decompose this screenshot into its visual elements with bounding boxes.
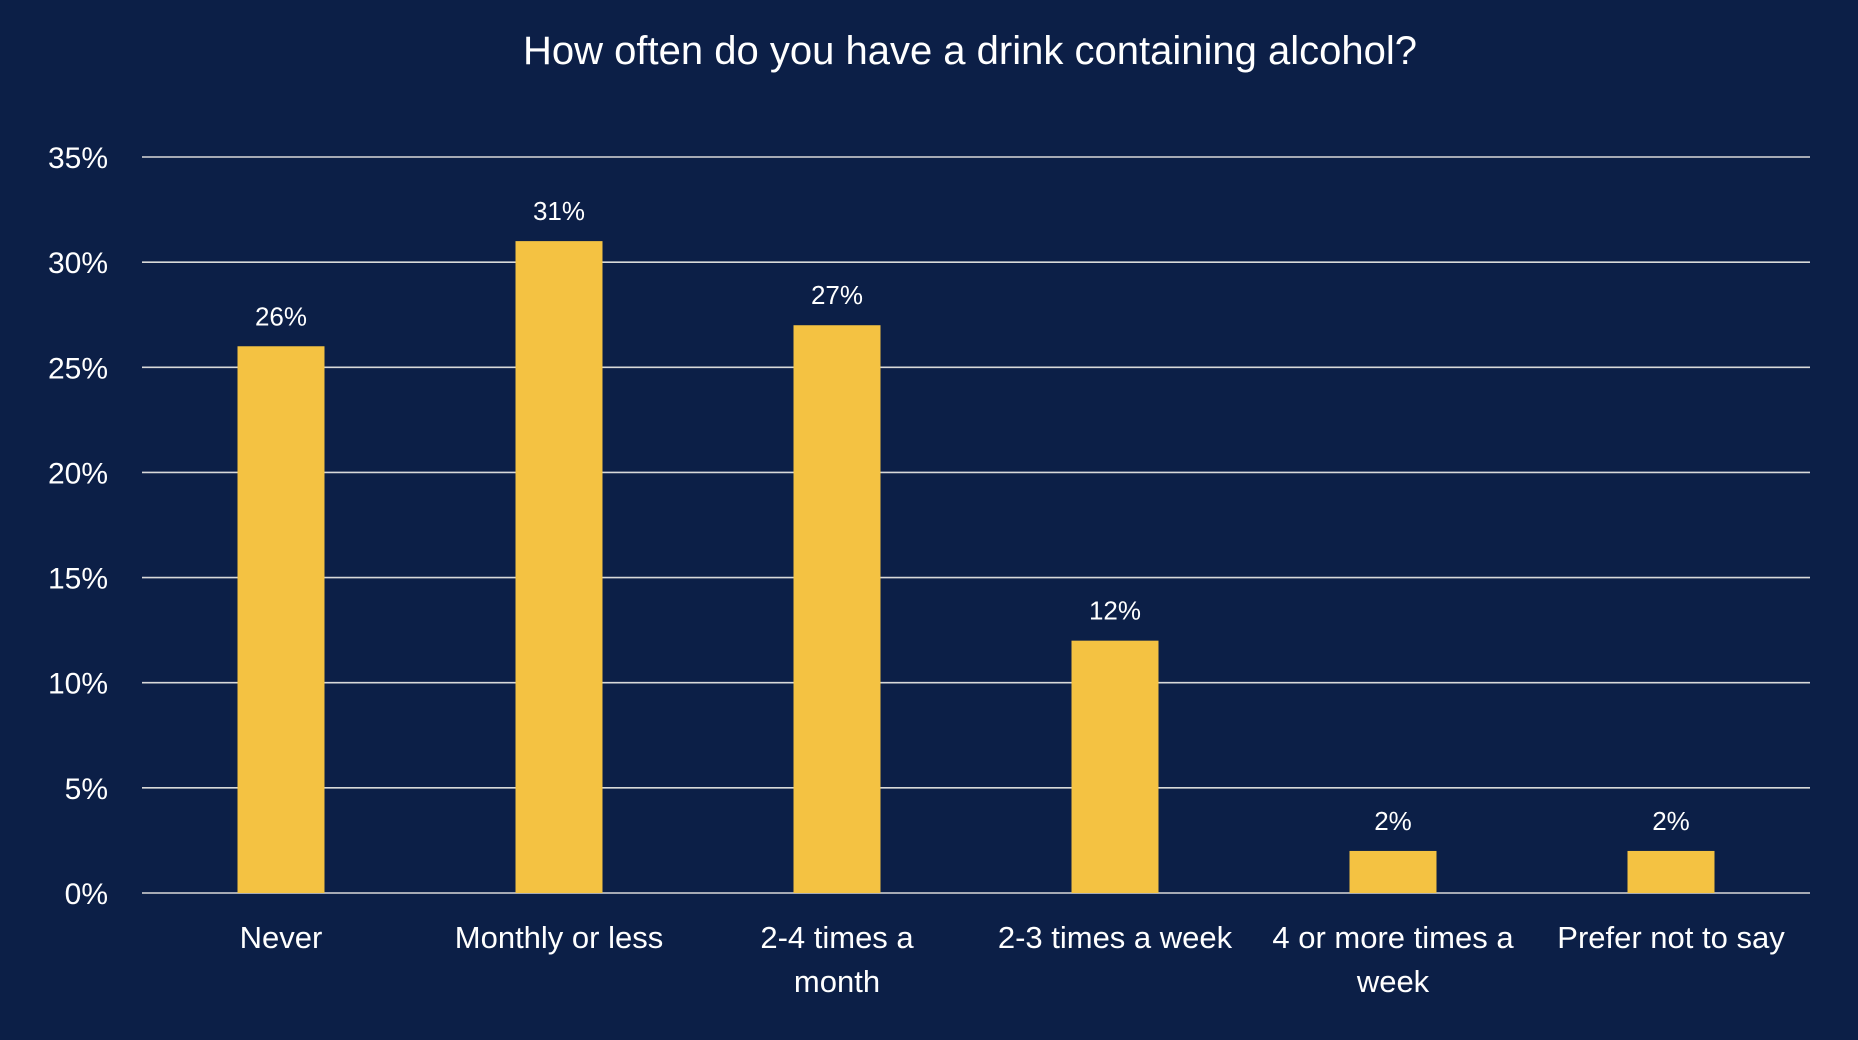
x-tick-label-line: week: [1356, 964, 1430, 999]
y-axis-ticks: 0% 5% 10% 15% 20% 25% 30% 35%: [48, 142, 108, 911]
x-tick-label-line: Never: [240, 920, 323, 955]
y-tick-label: 15%: [48, 563, 108, 596]
data-label: 31%: [533, 196, 585, 226]
x-tick-label: 2-3 times a week: [998, 920, 1233, 955]
y-tick-label: 25%: [48, 352, 108, 385]
x-tick-label: Monthly or less: [455, 920, 663, 955]
data-label: 27%: [811, 280, 863, 310]
bar: [237, 346, 325, 893]
bars: [237, 241, 1715, 894]
x-tick-label: 4 or more times a week: [1272, 920, 1514, 999]
x-tick-label-line: 4 or more times a: [1272, 920, 1514, 955]
x-tick-label: 2-4 times a month: [760, 920, 914, 999]
bar: [793, 325, 881, 893]
x-tick-label-line: 2-3 times a week: [998, 920, 1233, 955]
chart-title: How often do you have a drink containing…: [523, 29, 1417, 73]
y-tick-label: 30%: [48, 247, 108, 280]
x-axis-labels: Never Monthly or less 2-4 times a month 2-3 …: [240, 920, 1786, 999]
data-label: 26%: [255, 301, 307, 331]
data-label: 12%: [1089, 596, 1141, 626]
bar: [1627, 850, 1715, 893]
y-tick-label: 5%: [65, 773, 108, 806]
data-label: 2%: [1374, 806, 1412, 836]
x-tick-label: Prefer not to say: [1557, 920, 1785, 955]
data-labels: 26% 31% 27% 12% 2% 2%: [255, 196, 1690, 836]
x-tick-label: Never: [240, 920, 323, 955]
x-tick-label-line: Prefer not to say: [1557, 920, 1785, 955]
y-tick-label: 10%: [48, 668, 108, 701]
gridlines: [142, 156, 1810, 894]
bar: [515, 241, 603, 894]
x-tick-label-line: month: [794, 964, 880, 999]
y-tick-label: 20%: [48, 457, 108, 490]
x-tick-label-line: 2-4 times a: [760, 920, 914, 955]
bar: [1349, 850, 1437, 893]
data-label: 2%: [1652, 806, 1690, 836]
x-tick-label-line: Monthly or less: [455, 920, 663, 955]
y-tick-label: 35%: [48, 142, 108, 175]
y-tick-label: 0%: [65, 878, 108, 911]
bar: [1071, 640, 1159, 893]
